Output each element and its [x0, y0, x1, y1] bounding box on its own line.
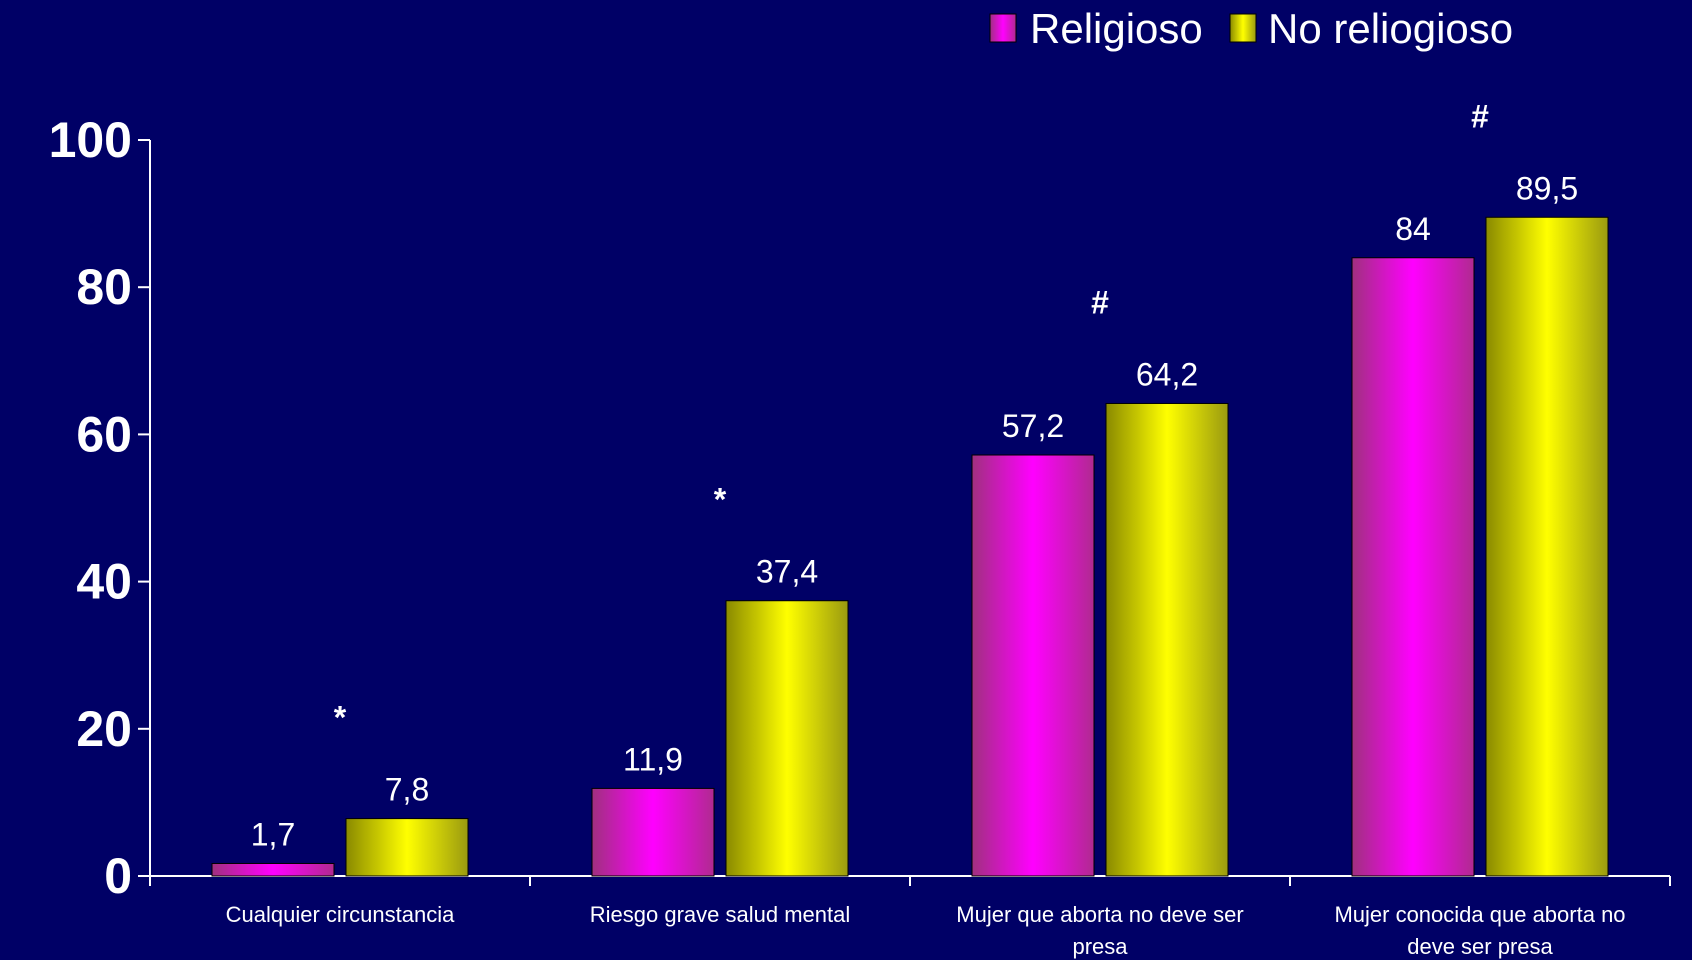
legend-label-no-reliogioso: No reliogioso: [1268, 5, 1513, 52]
bar-no-reliogioso: [1485, 216, 1609, 877]
legend-label-religioso: Religioso: [1030, 5, 1203, 52]
x-axis: Cualquier circunstancia Riesgo grave salu…: [149, 875, 1671, 959]
bar-religioso: [211, 862, 335, 877]
bar-no-reliogioso: [725, 600, 849, 877]
legend-swatch-religioso: [989, 13, 1017, 43]
data-label: 64,2: [1136, 356, 1198, 392]
x-tick-label: Cualquier circunstancia: [226, 902, 455, 927]
data-label: 37,4: [756, 554, 818, 590]
significance-mark: *: [714, 482, 727, 518]
data-label: 7,8: [385, 772, 429, 808]
x-tick-label: Mujer conocida que aborta no deve ser pre…: [1334, 902, 1625, 959]
y-tick-label: 100: [49, 112, 132, 168]
data-label: 11,9: [623, 741, 683, 777]
data-label: 89,5: [1516, 170, 1578, 206]
y-tick-label: 60: [76, 406, 132, 462]
x-tick-label: Riesgo grave salud mental: [590, 902, 850, 927]
bar-religioso: [591, 787, 715, 877]
data-label: 57,2: [1002, 408, 1064, 444]
y-tick-label: 40: [76, 554, 132, 610]
bar-no-reliogioso: [345, 818, 469, 877]
bar-no-reliogioso: [1105, 402, 1229, 877]
y-tick-label: 80: [76, 259, 132, 315]
data-label: 84: [1395, 211, 1431, 247]
legend-swatch-no-reliogioso: [1229, 13, 1257, 43]
data-label: 1,7: [251, 816, 295, 852]
significance-mark: #: [1091, 284, 1109, 320]
legend: Religioso No reliogioso: [989, 5, 1513, 52]
data-labels: 1,7 7,8 * 11,9 37,4 * 57,2 64,2 #84 89,5 #: [251, 98, 1578, 852]
bars: [211, 216, 1609, 877]
significance-mark: #: [1471, 98, 1489, 134]
x-tick-label: Mujer que aborta no deve ser presa: [956, 902, 1243, 959]
y-tick-label: 20: [76, 701, 132, 757]
bar-religioso: [1351, 257, 1475, 877]
y-tick-label: 0: [104, 848, 132, 904]
y-axis: 0 20 40 60 80 100: [49, 112, 151, 904]
significance-mark: *: [334, 700, 347, 736]
bar-religioso: [971, 454, 1095, 877]
